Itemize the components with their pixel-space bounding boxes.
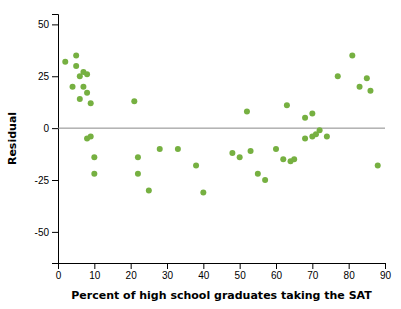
tick: 20 (126, 263, 138, 281)
tick: 50 (235, 263, 247, 281)
reference-line (58, 128, 385, 129)
point (91, 154, 97, 160)
point (73, 63, 79, 69)
tick-label: 90 (380, 270, 392, 281)
point (135, 154, 141, 160)
tick-label: 60 (271, 270, 283, 281)
tick-label: 80 (344, 270, 356, 281)
point (73, 53, 79, 59)
tick-label: 50 (38, 19, 50, 30)
point (284, 102, 290, 108)
point (193, 162, 199, 168)
point (302, 136, 308, 142)
tick-mark (52, 24, 58, 25)
tick-mark (131, 263, 132, 269)
tick: 50 (38, 19, 58, 30)
tick: 30 (162, 263, 174, 281)
tick-mark (94, 263, 95, 269)
point (255, 171, 261, 177)
point (200, 189, 206, 195)
tick: -25 (35, 175, 58, 186)
tick-label: -25 (35, 175, 50, 186)
point (84, 90, 90, 96)
tick: -50 (35, 227, 58, 238)
point (335, 73, 341, 79)
chart: 0 10 20 30 40 50 60 70 80 90 -50 -25 0 25 50 Percent of… (0, 0, 401, 309)
y-axis-title: Residual (6, 112, 19, 165)
tick: 60 (271, 263, 283, 281)
tick-label: 0 (43, 123, 49, 134)
tick: 25 (38, 71, 58, 82)
tick-mark (203, 263, 204, 269)
point (367, 88, 373, 94)
point (375, 162, 381, 168)
tick-mark (240, 263, 241, 269)
tick-label: -50 (35, 227, 50, 238)
point (135, 171, 141, 177)
point (88, 133, 94, 139)
point (357, 84, 363, 90)
tick-label: 10 (89, 270, 101, 281)
tick-label: 20 (126, 270, 138, 281)
tick-mark (312, 263, 313, 269)
tick: 40 (198, 263, 210, 281)
point (302, 115, 308, 121)
tick: 0 (56, 263, 62, 281)
point (324, 133, 330, 139)
tick: 10 (89, 263, 101, 281)
point (91, 171, 97, 177)
y-axis: -50 -25 0 25 50 (35, 15, 59, 264)
tick-label: 25 (38, 71, 50, 82)
point (84, 71, 90, 77)
tick: 90 (380, 263, 392, 281)
x-axis: 0 10 20 30 40 50 60 70 80 90 (56, 263, 392, 281)
point (248, 148, 254, 154)
plot: 0 10 20 30 40 50 60 70 80 90 -50 -25 0 25 50 (35, 15, 392, 282)
tick-mark (349, 263, 350, 269)
tick-label: 40 (198, 270, 210, 281)
axis-line (52, 15, 59, 264)
point (349, 53, 355, 59)
tick-label: 70 (307, 270, 319, 281)
point (317, 127, 323, 133)
point (70, 84, 76, 90)
axis-line (59, 264, 386, 270)
point (157, 146, 163, 152)
point (237, 154, 243, 160)
tick-mark (276, 263, 277, 269)
point (229, 150, 235, 156)
tick-mark (385, 263, 386, 269)
point (273, 146, 279, 152)
tick: 0 (43, 123, 58, 134)
tick-label: 30 (162, 270, 174, 281)
point (309, 111, 315, 117)
point (175, 146, 181, 152)
point (291, 156, 297, 162)
tick-label: 0 (56, 270, 62, 281)
tick: 70 (307, 263, 319, 281)
tick-mark (52, 180, 58, 181)
point (262, 177, 268, 183)
tick-label: 50 (235, 270, 247, 281)
point (280, 156, 286, 162)
tick-mark (52, 76, 58, 77)
point (62, 59, 68, 65)
tick-mark (52, 128, 58, 129)
point (131, 98, 137, 104)
x-axis-title: Percent of high school graduates taking … (71, 289, 372, 302)
point (88, 100, 94, 106)
marks (58, 53, 385, 196)
point (77, 96, 83, 102)
tick: 80 (344, 263, 356, 281)
tick-mark (167, 263, 168, 269)
point (244, 109, 250, 115)
point (146, 187, 152, 193)
point (80, 84, 86, 90)
tick-mark (52, 232, 58, 233)
point (364, 75, 370, 81)
